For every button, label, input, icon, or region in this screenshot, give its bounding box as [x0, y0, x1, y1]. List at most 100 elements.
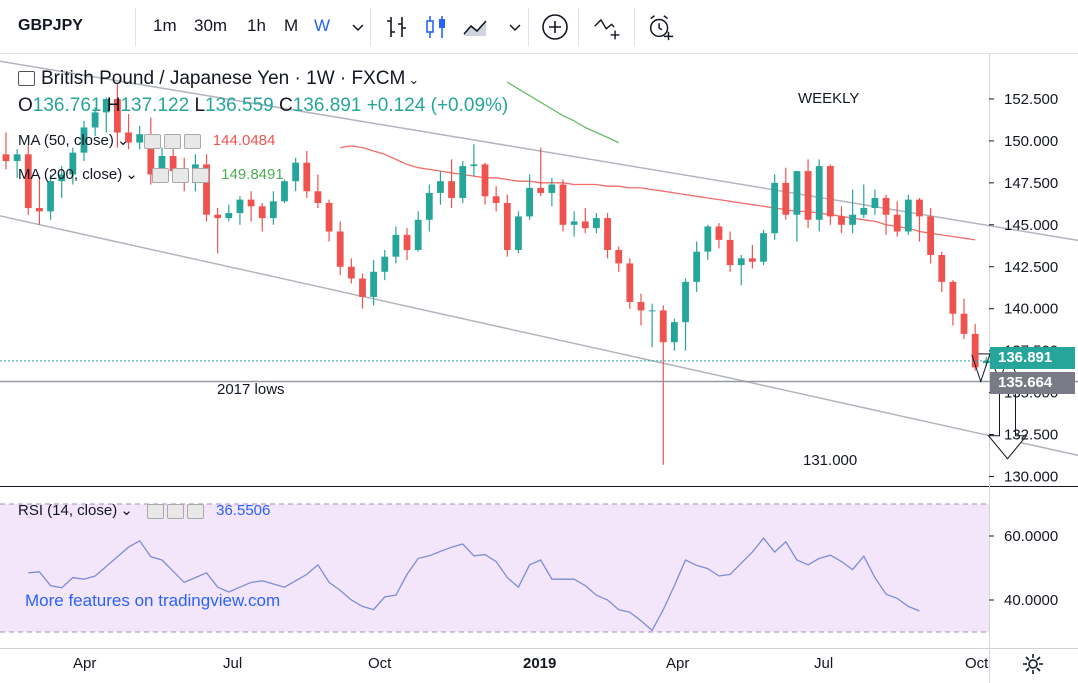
candle-down [927, 216, 935, 256]
candles-icon[interactable] [421, 12, 451, 42]
indicators-icon[interactable] [593, 12, 623, 42]
candle-down [169, 156, 177, 172]
instrument-title: British Pound / Japanese Yen · 1W · FXCM [41, 68, 406, 89]
ma50-legend[interactable]: MA (50, close) ⌄ 144.0484 [18, 131, 275, 149]
gear-icon[interactable] [1021, 652, 1045, 676]
candle-down [2, 154, 10, 162]
candle-up [648, 310, 656, 312]
level-price-badge: 135.664 [990, 372, 1075, 394]
y-tick-label: 142.500 [1004, 259, 1058, 276]
visibility-icon[interactable] [151, 167, 169, 183]
high-value: 137.122 [120, 95, 190, 116]
candle-up [425, 192, 433, 220]
chevron-down-icon[interactable]: ⌄ [125, 166, 138, 183]
chevron-down-icon[interactable]: ⌄ [408, 72, 420, 87]
candle-down [125, 132, 132, 143]
settings-icon[interactable] [166, 503, 184, 519]
ma200-label: MA (200, close) [18, 166, 123, 183]
candle-up [136, 134, 144, 143]
divider [528, 8, 529, 46]
area-icon[interactable] [460, 12, 490, 42]
candle-up [269, 201, 277, 219]
close-icon[interactable] [186, 503, 204, 519]
ma50-line [340, 145, 976, 241]
timeframe-1h[interactable]: 1h [247, 16, 266, 35]
candle-down [336, 231, 344, 267]
close-label: C [279, 95, 293, 116]
visibility-icon[interactable] [143, 133, 161, 149]
candle-up [225, 213, 233, 219]
candle-down [559, 184, 567, 225]
candle-down [492, 196, 500, 203]
y-tick-label: 145.000 [1004, 217, 1058, 234]
x-tick-label: Jul [814, 655, 834, 672]
candle-up [370, 271, 378, 297]
timeframe-30m[interactable]: 30m [194, 16, 228, 35]
annotation-weekly: WEEKLY [798, 90, 860, 107]
x-tick-label: Jul [223, 655, 243, 672]
candle-down [114, 98, 121, 133]
symbol-search[interactable]: GBPJPY [18, 17, 83, 34]
chevron-down-icon[interactable]: ⌄ [116, 132, 130, 149]
candle-up [470, 164, 478, 167]
legend-title[interactable]: British Pound / Japanese Yen · 1W · FXCM… [18, 68, 419, 90]
close-icon[interactable] [191, 167, 209, 183]
candle-down [448, 181, 455, 198]
candle-down [715, 226, 723, 240]
rsi-legend[interactable]: RSI (14, close) ⌄ 36.5506 [18, 501, 270, 519]
ma50-label: MA (50, close) [18, 132, 114, 149]
candle-down [971, 333, 979, 368]
candle-down [24, 154, 32, 209]
settings-icon[interactable] [163, 133, 181, 149]
chevron-down-icon[interactable] [343, 12, 373, 42]
timeframe-week[interactable]: W [314, 16, 331, 35]
ma200-legend[interactable]: MA (200, close) ⌄ 149.8491 [18, 165, 284, 183]
open-label: O [18, 95, 33, 116]
low-label: L [194, 95, 206, 116]
price-axis-border [989, 54, 990, 683]
candle-down [403, 234, 411, 250]
candle-down [938, 255, 946, 282]
alert-icon[interactable] [646, 12, 676, 42]
candle-up [849, 214, 857, 225]
add-compare-icon[interactable] [540, 12, 570, 42]
candle-down [826, 166, 834, 217]
rsi-tick-label: 40.0000 [1004, 592, 1058, 609]
timeframe-1m[interactable]: 1m [153, 16, 177, 35]
candle-up [570, 221, 578, 225]
chevron-down-icon[interactable]: ⌄ [120, 502, 133, 519]
divider [135, 8, 136, 46]
candle-up [69, 152, 77, 175]
change-value: +0.124 (+0.09%) [366, 95, 509, 116]
candle-down [659, 310, 667, 343]
visibility-icon[interactable] [146, 503, 164, 519]
chevron-down-icon[interactable] [500, 12, 530, 42]
bar-style-icon[interactable] [382, 12, 412, 42]
divider [370, 8, 371, 46]
settings-icon[interactable] [171, 167, 189, 183]
y-tick-label: 147.500 [1004, 175, 1058, 192]
candle-up [860, 208, 868, 215]
candle-up [871, 197, 879, 209]
candle-down [325, 202, 333, 232]
timeframe-month[interactable]: M [284, 16, 299, 35]
candle-up [13, 154, 21, 162]
close-value: 136.891 [292, 95, 362, 116]
collapse-icon[interactable] [18, 71, 35, 87]
candle-down [537, 187, 545, 193]
candle-up [671, 322, 678, 343]
candle-down [36, 208, 43, 212]
rsi-band [0, 504, 989, 632]
divider [634, 8, 635, 46]
candle-down [782, 182, 790, 215]
candle-down [804, 171, 812, 220]
watermark-link[interactable]: More features on tradingview.com [25, 591, 281, 610]
candle-down [615, 249, 623, 264]
candle-up [158, 156, 166, 175]
close-icon[interactable] [183, 133, 201, 149]
candle-down [893, 214, 901, 232]
candle-down [882, 197, 890, 215]
candle-up [459, 166, 467, 198]
candle-down [303, 162, 311, 192]
candle-down [726, 239, 734, 266]
